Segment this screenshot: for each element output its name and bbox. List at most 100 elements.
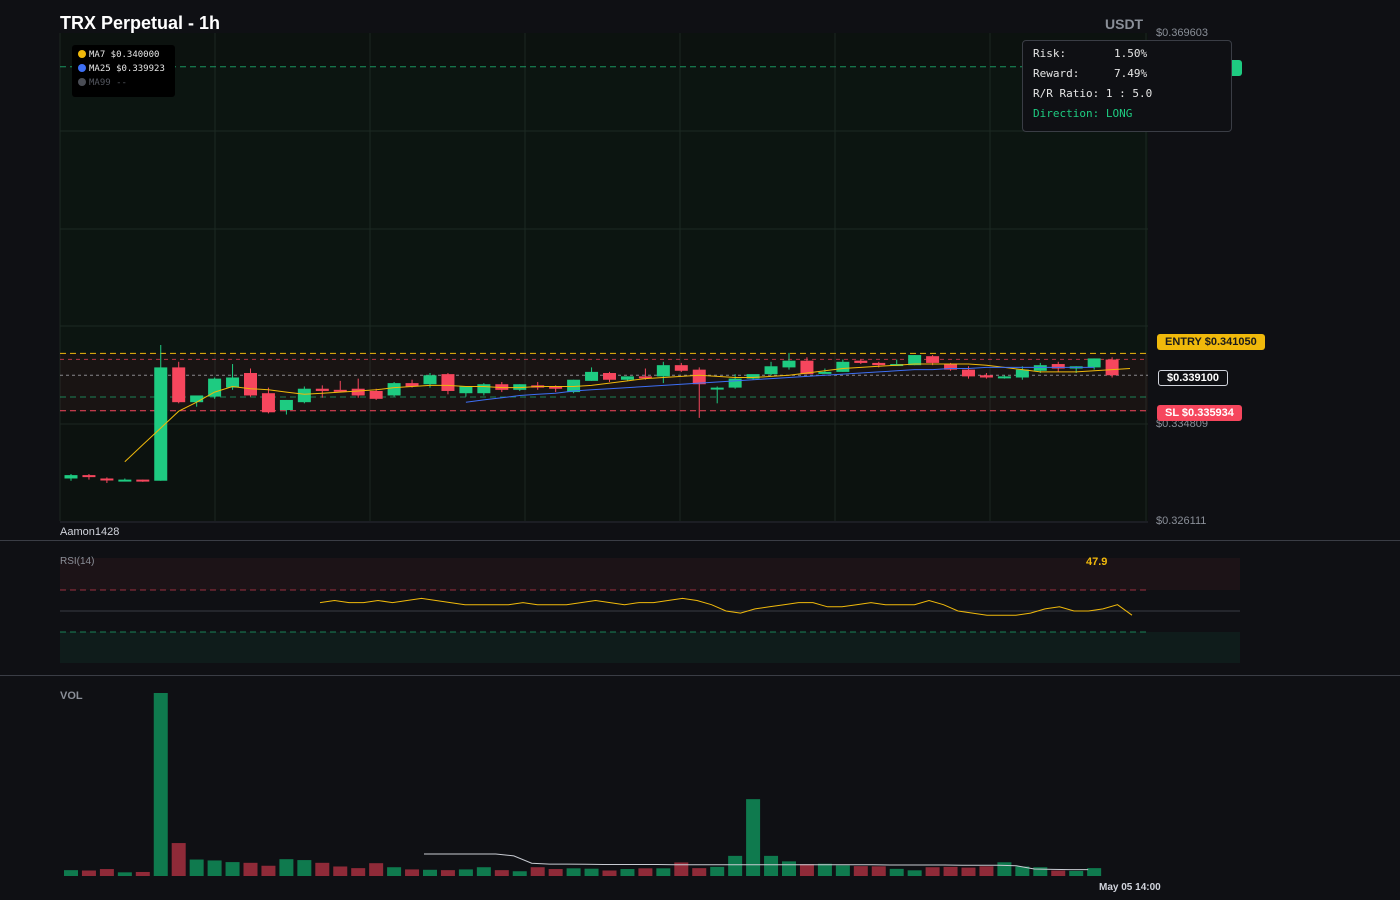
volume-bar — [423, 869, 437, 876]
reward-value: 7.49% — [1114, 67, 1148, 80]
rsi-overbought-zone — [60, 558, 1240, 590]
candle-body — [441, 374, 455, 391]
candle-body — [226, 377, 240, 388]
candle-body — [279, 399, 293, 411]
candle-body — [818, 371, 832, 374]
watermark: Aamon1428 — [60, 526, 120, 538]
ma7-dot-icon — [78, 50, 86, 58]
quote-unit: USDT — [1105, 16, 1144, 32]
ma99-dot-icon — [78, 78, 86, 86]
volume-bar — [907, 870, 922, 876]
volume-bar — [656, 868, 671, 876]
ma25-line — [465, 366, 1095, 403]
volume-bar — [782, 861, 796, 876]
candle-body — [369, 390, 383, 399]
volume-bar — [566, 868, 581, 876]
volume-bar — [225, 862, 240, 876]
price-axis-bottom: $0.326111 — [1156, 515, 1207, 527]
volume-bar — [710, 866, 725, 876]
candle-body — [728, 378, 742, 388]
reward-label: Reward: — [1033, 67, 1080, 80]
rsi-line — [319, 597, 1133, 616]
volume-bar — [476, 867, 491, 876]
volume-bar — [925, 867, 940, 876]
candle-body — [495, 384, 509, 390]
volume-bar — [153, 693, 168, 876]
candle-body — [800, 360, 814, 375]
ma25-dot-icon — [78, 64, 86, 72]
rsi-pane-divider[interactable] — [0, 540, 1400, 541]
candle-body — [567, 379, 581, 393]
volume-bar — [512, 871, 527, 876]
candle-body — [477, 384, 491, 394]
candle-body — [208, 378, 222, 397]
candle-body — [423, 375, 437, 385]
candle-body — [172, 367, 186, 403]
current-price-tag: $0.339100 — [1158, 370, 1228, 386]
volume-bar — [171, 843, 186, 876]
direction-row: Direction: LONG — [1033, 107, 1132, 120]
volume-bar — [351, 868, 366, 876]
price-axis-mid: $0.334809 — [1156, 418, 1208, 430]
price-axis-top: $0.369603 — [1156, 27, 1208, 39]
reward-zone — [60, 67, 1148, 354]
rsi-oversold-zone — [60, 632, 1240, 663]
candle-body — [549, 386, 563, 389]
candle-body — [638, 376, 652, 379]
volume-bar — [189, 859, 204, 876]
ma-legend: MA7 $0.340000 MA25 $0.339923 MA99 -- — [72, 45, 175, 97]
volume-label: VOL — [60, 690, 83, 702]
rsi-value: 47.9 — [1086, 556, 1108, 568]
volume-bar — [405, 869, 420, 876]
entry-price-tag[interactable]: ENTRY $0.341050 — [1157, 334, 1265, 350]
chart-title: TRX Perpetual - 1h — [60, 13, 221, 33]
volume-bar — [548, 869, 563, 876]
candle-body — [64, 475, 78, 479]
volume-bar — [261, 865, 276, 876]
direction-label: Direction: — [1033, 107, 1100, 120]
candle-body — [190, 395, 204, 403]
volume-bar — [1015, 866, 1030, 876]
candle-body — [620, 376, 634, 380]
ratio-row: R/R Ratio: 1 : 5.0 — [1033, 87, 1152, 100]
rsi-label: RSI(14) — [60, 556, 95, 567]
candle-body — [674, 365, 688, 371]
volume-bar — [799, 864, 814, 876]
stop-loss-tag[interactable]: SL $0.335934 — [1157, 405, 1242, 421]
candle-body — [872, 362, 886, 366]
volume-bar — [961, 867, 976, 876]
volume-bar — [997, 862, 1012, 876]
candle-body — [979, 375, 993, 378]
candle-body — [82, 475, 96, 478]
volume-bar — [297, 860, 312, 876]
volume-bar — [440, 870, 455, 876]
candle-body — [997, 376, 1011, 379]
risk-zone — [60, 353, 1148, 411]
risk-row: Risk: 1.50% — [1033, 47, 1147, 60]
volume-bar — [369, 863, 384, 876]
volume-ma-line — [424, 853, 1089, 871]
volume-bar — [530, 867, 545, 876]
volume-bar — [871, 866, 886, 876]
volume-bar — [207, 860, 222, 876]
candle-body — [513, 384, 527, 390]
volume-pane-divider[interactable] — [0, 675, 1400, 676]
ma7-line — [124, 363, 1131, 463]
volume-bar — [458, 869, 473, 876]
ma7-label: MA7 $0.340000 — [89, 50, 160, 60]
candle-body — [1015, 369, 1029, 378]
ratio-label: R/R Ratio: — [1033, 87, 1100, 100]
candle-body — [351, 388, 365, 396]
risk-reward-panel: Risk: 1.50% Reward: 7.49% R/R Ratio: 1 : 5… — [1022, 40, 1232, 132]
volume-bar — [764, 855, 779, 876]
volume-bar — [494, 870, 509, 876]
volume-bar — [602, 870, 617, 876]
candle-body — [315, 388, 329, 391]
candle-body — [459, 386, 473, 394]
candle-body — [908, 355, 922, 366]
volume-bar — [135, 871, 150, 876]
risk-value: 1.50% — [1114, 47, 1148, 60]
volume-bar — [315, 862, 330, 876]
candle-body — [297, 388, 311, 403]
